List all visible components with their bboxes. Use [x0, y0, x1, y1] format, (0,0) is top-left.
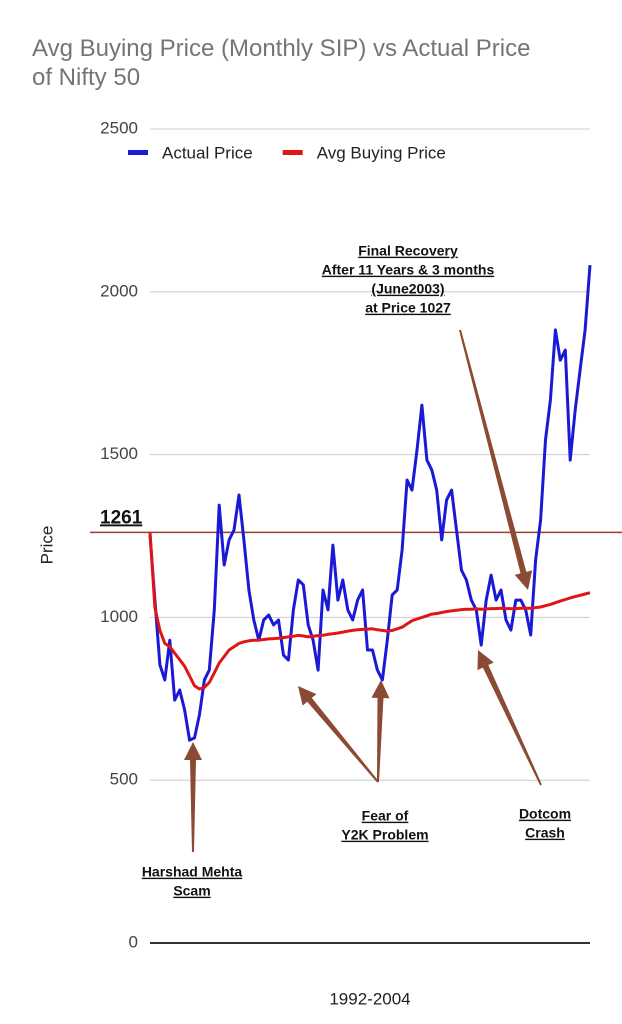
y-axis-label: Price [37, 526, 56, 565]
annotation: Final Recovery [358, 243, 458, 259]
annotation: (June2003) [371, 281, 444, 297]
reference-label: 1261 [100, 507, 143, 528]
series-line [148, 264, 592, 742]
annotation: Dotcom [519, 806, 571, 822]
arrow [371, 680, 390, 783]
y-tick-label: 1500 [100, 444, 138, 463]
arrow [184, 742, 202, 852]
y-tick-label: 2500 [100, 118, 138, 137]
series-line [148, 532, 591, 691]
annotation: Y2K Problem [341, 827, 428, 843]
y-tick-label: 500 [110, 770, 138, 789]
legend-swatch [128, 150, 148, 155]
annotation: Scam [173, 883, 210, 899]
chart-title: Avg Buying Price (Monthly SIP) vs Actual… [32, 35, 531, 91]
y-tick-label: 0 [129, 932, 138, 951]
annotation: Harshad Mehta [142, 864, 243, 880]
legend-label: Avg Buying Price [317, 143, 446, 162]
annotation: Fear of [362, 808, 409, 824]
annotation: at Price 1027 [365, 300, 451, 316]
y-tick-label: 1000 [100, 607, 138, 626]
legend-swatch [282, 150, 303, 155]
annotation: Crash [525, 825, 565, 841]
y-tick-label: 2000 [100, 281, 138, 300]
annotation: After 11 Years & 3 months [322, 262, 495, 278]
arrow [477, 650, 542, 786]
x-axis-label: 1992-2004 [329, 989, 410, 1008]
arrow [298, 686, 379, 783]
arrow [459, 329, 533, 590]
legend-label: Actual Price [162, 143, 253, 162]
